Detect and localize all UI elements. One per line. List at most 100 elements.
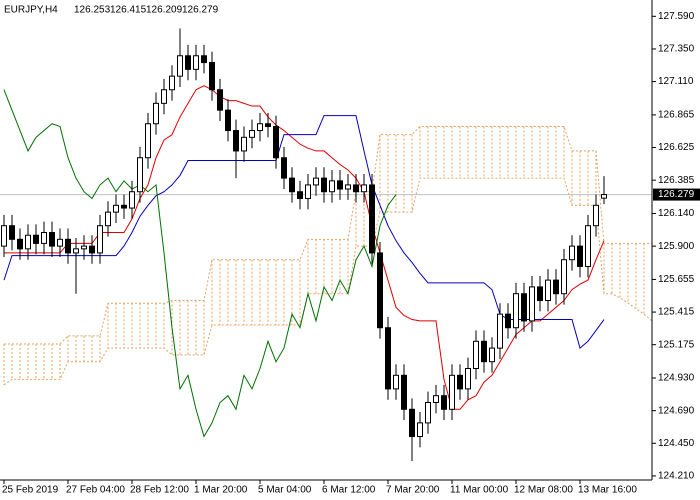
candle-body bbox=[473, 340, 479, 369]
y-tick-label: 126.865 bbox=[658, 110, 695, 121]
candle-body bbox=[169, 75, 175, 91]
y-tick-label: 127.110 bbox=[658, 76, 694, 87]
y-tick-label: 126.385 bbox=[658, 175, 695, 186]
x-tick-label: 6 Mar 12:00 bbox=[322, 485, 376, 496]
candle-body bbox=[585, 225, 591, 268]
candle-body bbox=[257, 123, 263, 132]
y-tick-label: 124.690 bbox=[658, 405, 695, 416]
x-tick-label: 12 Mar 08:00 bbox=[514, 485, 573, 496]
header-high: 126.415 bbox=[110, 5, 147, 16]
candle-body bbox=[33, 234, 39, 244]
candle-body bbox=[465, 367, 471, 390]
candle-body bbox=[273, 125, 279, 159]
candle-body bbox=[9, 225, 15, 240]
candle-body bbox=[105, 211, 111, 227]
candle-body bbox=[449, 374, 455, 410]
y-tick-label: 125.655 bbox=[658, 274, 695, 285]
y-tick-label: 126.625 bbox=[658, 142, 695, 153]
candle-body bbox=[577, 245, 583, 268]
candle-body bbox=[545, 279, 551, 302]
candle-body bbox=[145, 123, 151, 159]
candle-body bbox=[481, 340, 487, 363]
candle-body bbox=[401, 374, 407, 410]
price-tag-label: 126.279 bbox=[658, 189, 695, 200]
cloud-edge bbox=[4, 125, 652, 345]
candle-body bbox=[593, 204, 599, 227]
x-tick-label: 28 Feb 12:00 bbox=[130, 485, 189, 496]
candle-body bbox=[441, 395, 447, 410]
candle-body bbox=[209, 62, 215, 91]
candle-body bbox=[305, 184, 311, 200]
candle-body bbox=[601, 194, 607, 199]
candle-body bbox=[153, 102, 159, 125]
candle-body bbox=[225, 109, 231, 132]
header-open: 126.253 bbox=[74, 5, 111, 16]
candle-body bbox=[377, 252, 383, 329]
price-tag bbox=[653, 188, 700, 201]
candle-body bbox=[289, 177, 295, 193]
candle-body bbox=[1, 225, 7, 247]
candle-body bbox=[457, 374, 463, 390]
candle-body bbox=[49, 232, 55, 247]
indicator-line bbox=[3, 115, 605, 349]
candle-body bbox=[185, 55, 191, 70]
candle-body bbox=[81, 245, 87, 250]
candle-body bbox=[313, 177, 319, 186]
candle-body bbox=[97, 225, 103, 254]
candle-body bbox=[177, 55, 183, 77]
candle-body bbox=[41, 232, 47, 244]
candle-body bbox=[265, 123, 271, 127]
candle-body bbox=[417, 422, 423, 437]
indicator-line bbox=[4, 85, 605, 410]
candle-body bbox=[489, 347, 495, 363]
x-tick-label: 5 Mar 04:00 bbox=[258, 485, 312, 496]
candle-body bbox=[297, 191, 303, 200]
x-tick-label: 11 Mar 00:00 bbox=[450, 485, 509, 496]
candle-body bbox=[505, 313, 511, 329]
candle-body bbox=[57, 238, 63, 247]
y-tick-label: 125.900 bbox=[658, 241, 695, 252]
candle-body bbox=[337, 180, 343, 190]
y-tick-label: 126.140 bbox=[658, 208, 695, 219]
candle-body bbox=[129, 191, 135, 209]
candle-body bbox=[529, 286, 535, 322]
y-tick-label: 124.930 bbox=[658, 373, 695, 384]
candle-body bbox=[353, 184, 359, 193]
candle-body bbox=[241, 136, 247, 152]
candle-body bbox=[569, 245, 575, 261]
candle-body bbox=[249, 130, 255, 138]
candle-body bbox=[553, 279, 559, 295]
candle-body bbox=[329, 180, 335, 193]
candle-body bbox=[409, 408, 415, 437]
candle-body bbox=[217, 89, 223, 111]
candle-body bbox=[233, 130, 239, 152]
candle-body bbox=[497, 313, 503, 349]
candle-body bbox=[433, 395, 439, 403]
candle-body bbox=[65, 238, 71, 254]
candle-body bbox=[201, 55, 207, 64]
x-tick-label: 13 Mar 16:00 bbox=[578, 485, 637, 496]
x-tick-label: 27 Feb 04:00 bbox=[66, 485, 125, 496]
candle-body bbox=[425, 401, 431, 424]
indicator-line bbox=[3, 89, 397, 438]
candle-body bbox=[89, 245, 95, 254]
chart-title: EURJPY,H4 bbox=[4, 5, 58, 16]
candle-body bbox=[113, 204, 119, 213]
candle-body bbox=[137, 157, 143, 193]
candle-body bbox=[369, 184, 375, 254]
x-tick-label: 7 Mar 20:00 bbox=[386, 485, 440, 496]
candle-body bbox=[537, 286, 543, 302]
candle-body bbox=[321, 177, 327, 193]
candle-body bbox=[385, 327, 391, 390]
candle-body bbox=[561, 259, 567, 295]
y-tick-label: 125.175 bbox=[658, 339, 695, 350]
candle-body bbox=[193, 55, 199, 70]
y-tick-label: 124.450 bbox=[658, 438, 695, 449]
x-tick-label: 25 Feb 2019 bbox=[2, 485, 59, 496]
candle-body bbox=[25, 234, 31, 250]
candle-body bbox=[17, 238, 23, 250]
x-tick-label: 1 Mar 20:00 bbox=[194, 485, 248, 496]
candle-body bbox=[345, 184, 351, 190]
